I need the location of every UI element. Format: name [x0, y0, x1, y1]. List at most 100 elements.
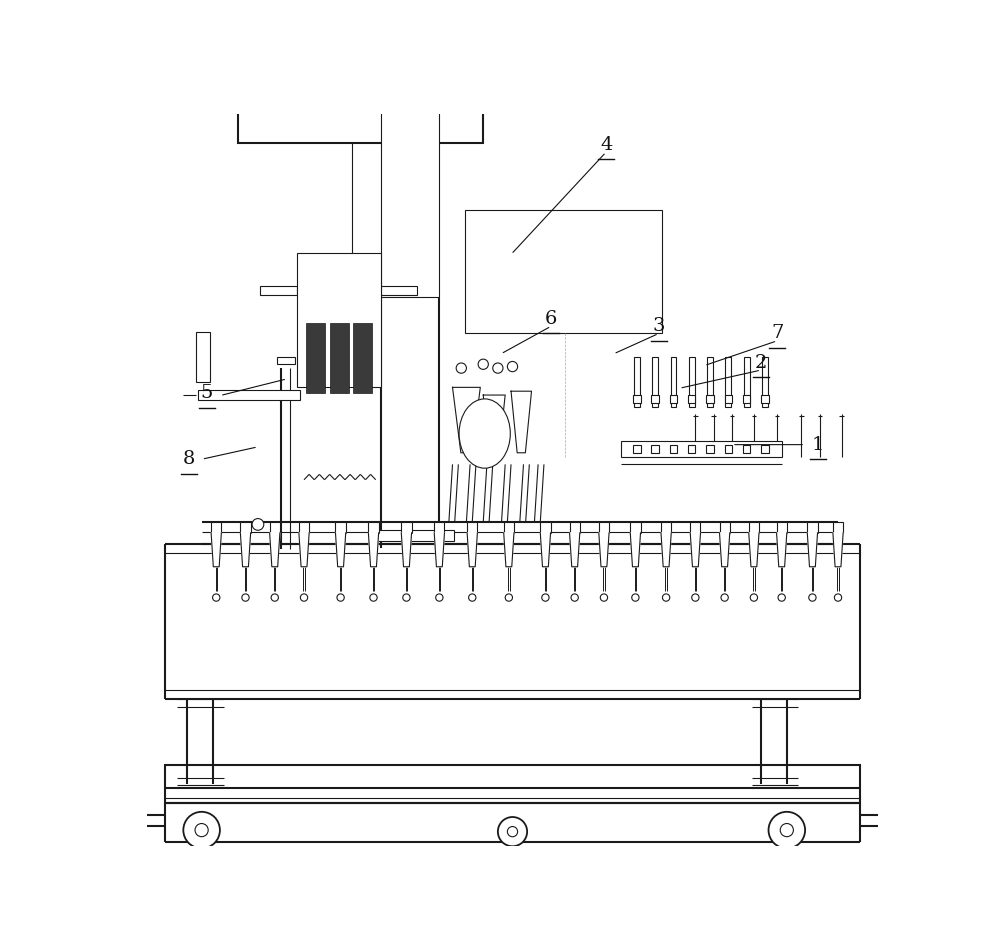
Circle shape: [542, 594, 549, 601]
Polygon shape: [299, 533, 309, 567]
Bar: [720, 522, 730, 533]
Bar: [270, 522, 280, 533]
Circle shape: [242, 594, 249, 601]
Polygon shape: [335, 533, 346, 567]
Circle shape: [505, 594, 512, 601]
Bar: [630, 522, 641, 533]
Bar: [743, 395, 750, 403]
Bar: [777, 522, 787, 533]
Bar: [260, 286, 297, 294]
Bar: [690, 522, 700, 533]
Circle shape: [662, 594, 670, 601]
Bar: [633, 395, 641, 403]
Bar: [761, 446, 769, 453]
Polygon shape: [777, 533, 787, 567]
Bar: [504, 522, 514, 533]
Polygon shape: [240, 533, 251, 567]
Circle shape: [370, 594, 377, 601]
Bar: [670, 395, 677, 403]
Bar: [725, 446, 732, 453]
Circle shape: [478, 359, 488, 370]
Circle shape: [692, 594, 699, 601]
Bar: [688, 395, 695, 403]
Circle shape: [213, 594, 220, 601]
Polygon shape: [807, 533, 818, 567]
Bar: [671, 356, 676, 407]
Circle shape: [469, 594, 476, 601]
Circle shape: [780, 824, 793, 837]
Text: 3: 3: [653, 317, 665, 335]
Bar: [381, 286, 417, 294]
Circle shape: [778, 594, 785, 601]
Bar: [465, 210, 662, 333]
Polygon shape: [504, 533, 514, 567]
Polygon shape: [749, 533, 759, 567]
Polygon shape: [833, 533, 843, 567]
Bar: [368, 522, 379, 533]
Bar: [570, 522, 580, 533]
Bar: [335, 522, 346, 533]
Bar: [353, 323, 372, 392]
Text: 8: 8: [183, 450, 195, 468]
Bar: [670, 446, 677, 453]
Bar: [807, 522, 818, 533]
Polygon shape: [211, 533, 221, 567]
Bar: [707, 356, 713, 407]
Bar: [198, 390, 300, 401]
Circle shape: [632, 594, 639, 601]
Bar: [651, 446, 659, 453]
Circle shape: [571, 594, 578, 601]
Text: 4: 4: [600, 136, 612, 154]
Bar: [725, 356, 731, 407]
Circle shape: [271, 594, 278, 601]
Circle shape: [750, 594, 758, 601]
Polygon shape: [630, 533, 641, 567]
Bar: [652, 356, 658, 407]
Polygon shape: [540, 533, 551, 567]
Polygon shape: [570, 533, 580, 567]
Polygon shape: [599, 533, 609, 567]
Circle shape: [436, 594, 443, 601]
Bar: [761, 395, 769, 403]
Bar: [749, 522, 759, 533]
Bar: [621, 441, 782, 457]
Circle shape: [507, 361, 518, 371]
Bar: [211, 522, 221, 533]
Polygon shape: [690, 533, 700, 567]
Circle shape: [834, 594, 842, 601]
Bar: [540, 522, 551, 533]
Bar: [762, 356, 768, 407]
Bar: [306, 323, 325, 392]
Text: 6: 6: [545, 310, 557, 328]
Bar: [240, 522, 251, 533]
Bar: [661, 522, 671, 533]
Bar: [238, 0, 483, 143]
Bar: [706, 395, 714, 403]
Polygon shape: [368, 533, 379, 567]
Polygon shape: [483, 395, 505, 457]
Text: 7: 7: [771, 325, 783, 342]
Bar: [467, 522, 477, 533]
Circle shape: [769, 812, 805, 848]
Text: 5: 5: [201, 385, 213, 403]
Polygon shape: [661, 533, 671, 567]
Circle shape: [337, 594, 344, 601]
Bar: [434, 522, 444, 533]
Circle shape: [183, 812, 220, 848]
Circle shape: [493, 363, 503, 373]
Bar: [706, 446, 714, 453]
Bar: [634, 356, 640, 407]
Polygon shape: [467, 533, 477, 567]
Circle shape: [300, 594, 308, 601]
Bar: [401, 522, 412, 533]
Circle shape: [721, 594, 728, 601]
Bar: [196, 332, 210, 382]
Circle shape: [809, 594, 816, 601]
Bar: [689, 356, 695, 407]
Polygon shape: [434, 533, 444, 567]
Bar: [633, 446, 641, 453]
Polygon shape: [401, 533, 412, 567]
Circle shape: [600, 594, 608, 601]
Circle shape: [456, 363, 466, 373]
Polygon shape: [720, 533, 730, 567]
